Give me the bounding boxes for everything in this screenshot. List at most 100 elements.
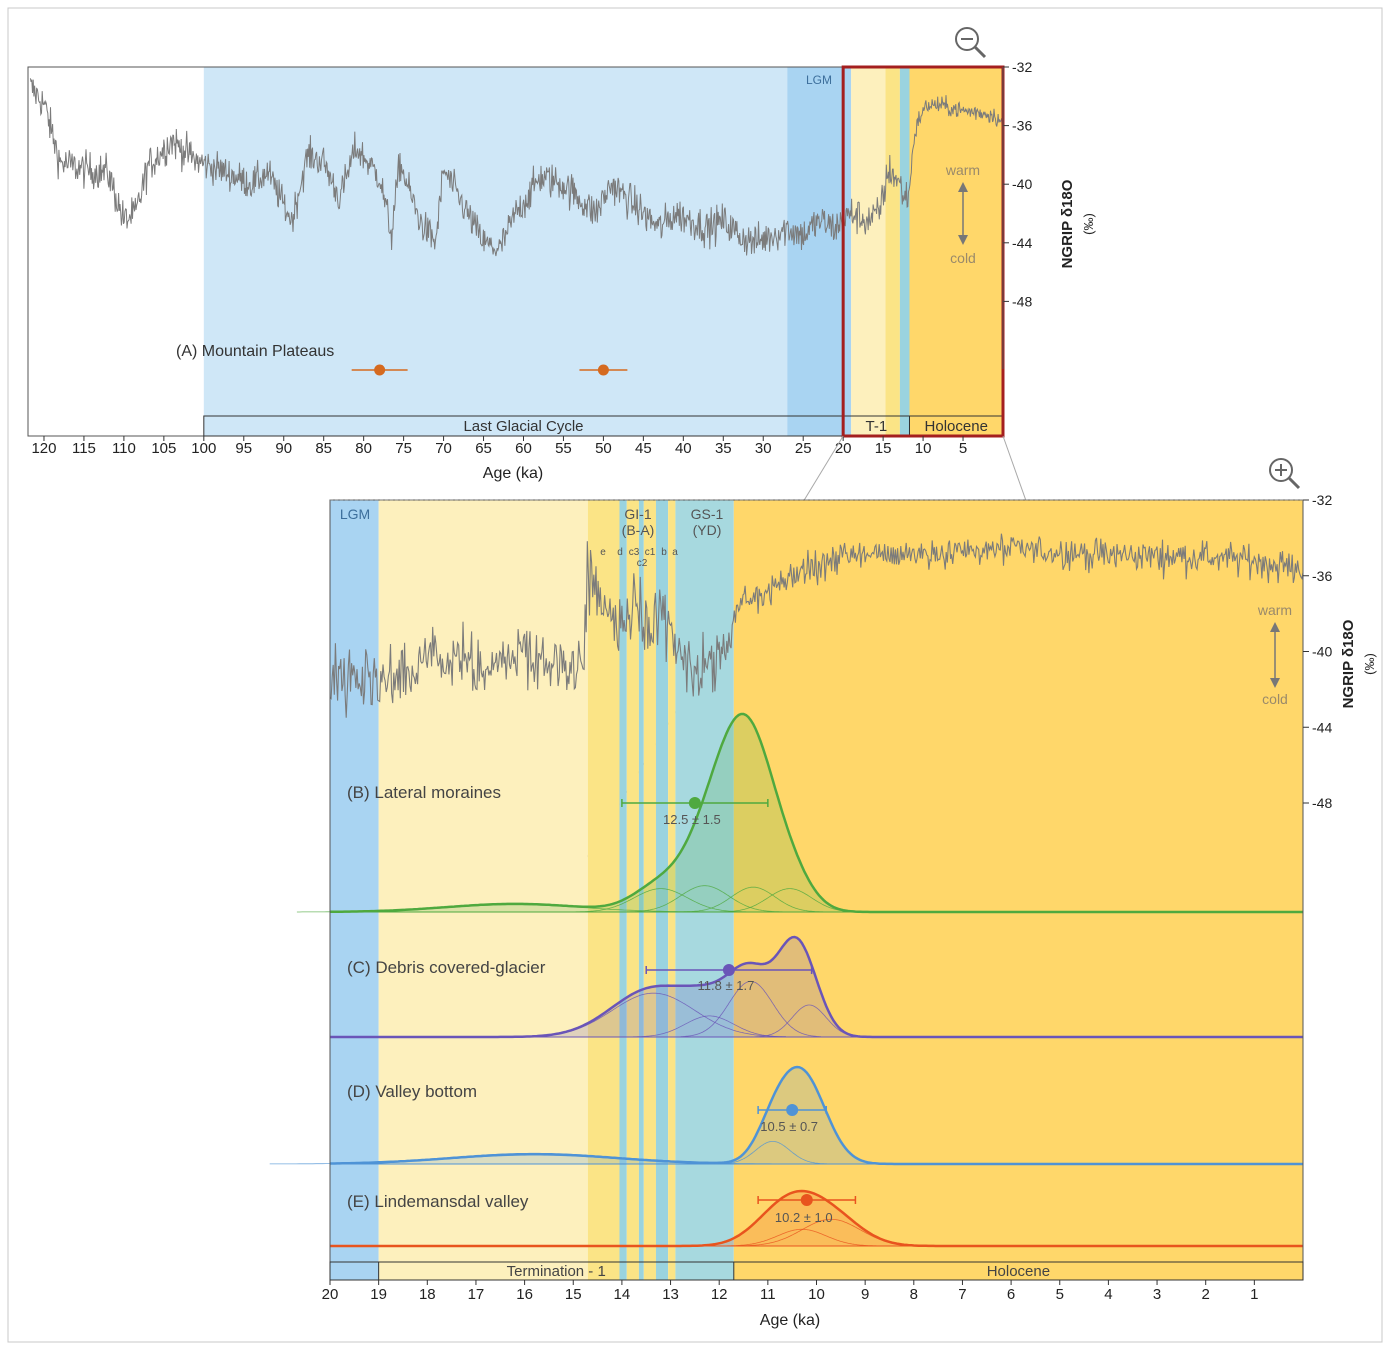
top-x-tick-label-21: 15 bbox=[875, 440, 892, 457]
dist-value-0: 12.5 ± 1.5 bbox=[663, 812, 721, 827]
top-band-4 bbox=[899, 67, 910, 436]
bottom-x-tick-label-0: 20 bbox=[322, 1286, 339, 1303]
gs1-label: GS-1 bbox=[691, 506, 724, 522]
bottom-y-tick-label-4: -48 bbox=[1312, 795, 1332, 811]
top-band-5 bbox=[909, 67, 1003, 436]
dist-component-1-0 bbox=[680, 980, 821, 1038]
dist-label-0: (B) Lateral moraines bbox=[347, 783, 501, 802]
top-x-tick-label-19: 25 bbox=[795, 440, 812, 457]
bottom-x-tick-label-12: 8 bbox=[910, 1286, 918, 1303]
zoom-in-icon[interactable] bbox=[1269, 458, 1301, 490]
top-band-2 bbox=[851, 67, 886, 436]
top-x-axis-label: Age (ka) bbox=[483, 465, 543, 482]
top-x-tick-label-11: 65 bbox=[475, 440, 492, 457]
dist-label-2: (D) Valley bottom bbox=[347, 1082, 477, 1101]
dist-component-0-2 bbox=[683, 886, 824, 913]
top-x-tick-label-3: 105 bbox=[151, 440, 176, 457]
bottom-x-tick-label-4: 16 bbox=[516, 1286, 533, 1303]
top-band-1 bbox=[787, 67, 852, 436]
top-x-tick-label-14: 50 bbox=[595, 440, 612, 457]
age-distributions: (B) Lateral moraines 12.5 ± 1.5 (C) Debris… bbox=[269, 712, 1303, 1248]
top-y-axis-label: NGRIP δ18O bbox=[1059, 179, 1076, 268]
dist-component-3-1 bbox=[724, 1228, 880, 1247]
top-y-tick-label-4: -48 bbox=[1012, 293, 1032, 309]
bottom-arrow-up bbox=[1270, 622, 1280, 632]
gi1-label: GI-1 bbox=[624, 506, 651, 522]
top-x-tick-label-7: 85 bbox=[315, 440, 332, 457]
top-panel: Last Glacial Cycle T-1 Holocene 120 115 110 1… bbox=[27, 27, 1096, 482]
plateau-point-1 bbox=[597, 364, 609, 376]
bottom-x-tick-label-17: 3 bbox=[1153, 1286, 1161, 1303]
gi1-b-label: b bbox=[661, 547, 667, 558]
bottom-warm-label: warm bbox=[1257, 602, 1292, 618]
bottom-lgm-label: LGM bbox=[340, 506, 370, 522]
top-y-axis-unit: (‰) bbox=[1081, 213, 1096, 235]
dist-fill-2 bbox=[330, 1067, 1303, 1164]
dist-component-0-1 bbox=[626, 885, 783, 913]
dist-curve-1 bbox=[330, 935, 1303, 1039]
bottom-x-tick-label-2: 18 bbox=[419, 1286, 436, 1303]
dist-component-2-0 bbox=[718, 1141, 828, 1165]
bottom-band-6 bbox=[643, 500, 656, 1280]
bottom-x-tick-label-14: 6 bbox=[1007, 1286, 1015, 1303]
gi1-e-label: e bbox=[600, 547, 606, 558]
top-x-tick-label-6: 90 bbox=[275, 440, 292, 457]
dist-label-3: (E) Lindemansdal valley bbox=[347, 1192, 529, 1211]
top-x-tick-label-5: 95 bbox=[235, 440, 252, 457]
dist-component-0-3 bbox=[719, 888, 860, 913]
bottom-x-tick-label-1: 19 bbox=[370, 1286, 387, 1303]
dist-fill-1 bbox=[330, 937, 1303, 1037]
top-period-label-0: Last Glacial Cycle bbox=[463, 418, 583, 435]
gs1-sub-label: (YD) bbox=[693, 522, 722, 538]
dist-component-1-2 bbox=[631, 1015, 788, 1038]
bottom-y-tick-label-2: -40 bbox=[1312, 644, 1332, 660]
top-period-label-2: Holocene bbox=[925, 418, 988, 435]
dist-component-3-0 bbox=[737, 1218, 925, 1247]
dist-fill-3 bbox=[330, 1191, 1303, 1246]
bottom-x-tick-label-7: 13 bbox=[662, 1286, 679, 1303]
bottom-x-tick-label-11: 9 bbox=[861, 1286, 869, 1303]
top-x-tick-label-13: 55 bbox=[555, 440, 572, 457]
plateau-point-0 bbox=[374, 364, 386, 376]
dist-curve-0 bbox=[330, 712, 1303, 914]
dist-component-0-0 bbox=[575, 888, 747, 913]
bottom-y-tick-label-0: -32 bbox=[1312, 492, 1332, 508]
bottom-band-3 bbox=[619, 500, 627, 1280]
top-x-tick-label-12: 60 bbox=[515, 440, 532, 457]
bottom-arrow-down bbox=[1270, 678, 1280, 688]
top-y-ticks: -32 -36 -40 -44 -48 bbox=[1003, 59, 1032, 309]
bottom-band-0 bbox=[330, 500, 379, 1280]
gi1-c3-label: c3 bbox=[629, 547, 640, 558]
dist-component-2-1 bbox=[269, 1154, 799, 1165]
bottom-y-ticks: -32 -36 -40 -44 -48 bbox=[1303, 492, 1332, 811]
top-arrow-up bbox=[958, 182, 968, 192]
gi1-a-label: a bbox=[672, 547, 678, 558]
dist-component-1-1 bbox=[521, 992, 786, 1038]
top-arrow-down bbox=[958, 235, 968, 245]
top-x-tick-label-10: 70 bbox=[435, 440, 452, 457]
top-x-tick-label-18: 30 bbox=[755, 440, 772, 457]
bottom-x-tick-label-6: 14 bbox=[614, 1286, 631, 1303]
top-x-tick-label-17: 35 bbox=[715, 440, 732, 457]
top-x-tick-label-23: 5 bbox=[959, 440, 967, 457]
bottom-x-tick-label-18: 2 bbox=[1202, 1286, 1210, 1303]
top-x-tick-label-9: 75 bbox=[395, 440, 412, 457]
bottom-x-tick-label-3: 17 bbox=[468, 1286, 485, 1303]
dist-value-1: 11.8 ± 1.7 bbox=[698, 978, 755, 993]
top-y-tick-label-0: -32 bbox=[1012, 59, 1032, 75]
gi1-sub-label: (B-A) bbox=[622, 522, 655, 538]
top-x-ticks: 120 115 110 105 100 95 90 85 80 75 70 65 60 55 50 45 40 3… bbox=[31, 436, 967, 457]
top-x-tick-label-16: 40 bbox=[675, 440, 692, 457]
bottom-x-ticks: 20 19 18 17 16 15 14 13 12 11 10 9 8 7 6 5 4 3 2 1 bbox=[322, 1280, 1259, 1303]
top-bands bbox=[203, 67, 1003, 436]
top-y-tick-label-1: -36 bbox=[1012, 118, 1032, 134]
bottom-x-tick-label-15: 5 bbox=[1056, 1286, 1064, 1303]
bottom-y-tick-label-1: -36 bbox=[1312, 568, 1332, 584]
bottom-y-axis-label: NGRIP δ18O bbox=[1340, 619, 1357, 708]
bottom-y-axis-unit: (‰) bbox=[1362, 653, 1377, 675]
figure-frame bbox=[7, 7, 1383, 1343]
top-x-tick-label-8: 80 bbox=[355, 440, 372, 457]
dist-point-2 bbox=[786, 1104, 799, 1116]
bottom-x-tick-label-13: 7 bbox=[958, 1286, 966, 1303]
zoom-out-icon[interactable] bbox=[955, 27, 987, 59]
